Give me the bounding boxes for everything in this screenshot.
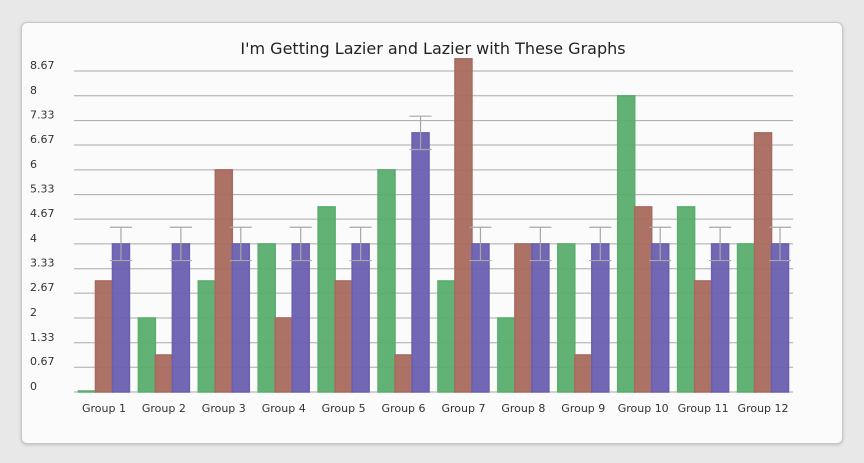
y-tick-label: 5.33 [30,183,55,196]
bar [676,206,696,393]
bar [616,95,636,393]
bar [710,243,730,393]
bar [111,243,131,393]
bar [394,354,413,393]
gridlines [74,70,793,393]
y-tick-label: 4 [30,232,37,245]
x-tick-label: Group 12 [738,402,789,415]
bar [377,169,396,393]
y-axis-ticks: 0 0.67 1.33 2 2.67 3.33 4 4.67 5.33 6 6.67 7.33 8 8.6… [30,59,55,393]
y-tick-label: 7.33 [30,109,55,122]
bar [137,317,157,393]
bar [77,390,97,393]
bar [94,280,114,393]
bar [514,243,533,393]
y-tick-label: 4.67 [30,207,55,220]
chart-card: I'm Getting Lazier and Lazier with These… [21,22,843,444]
bar [753,132,773,393]
x-tick-label: Group 7 [441,402,485,415]
bar [334,280,353,393]
bar [274,317,293,393]
bar [497,317,516,393]
x-tick-label: Group 5 [322,402,366,415]
bar [650,243,670,393]
bar [351,243,370,393]
bar [574,354,593,393]
bar [291,243,310,393]
bar [736,243,756,393]
x-tick-label: Group 9 [561,402,605,415]
bar [633,206,653,393]
bar [231,243,251,393]
y-tick-label: 1.33 [30,331,55,344]
bar [557,243,576,393]
y-tick-label: 0 [30,380,37,393]
x-tick-label: Group 11 [678,402,729,415]
bar [197,280,217,393]
bar [171,243,191,393]
x-tick-label: Group 2 [142,402,186,415]
bar [471,243,490,393]
bar [411,132,430,393]
x-axis-labels: Group 1 Group 2 Group 3 Group 4 Group 5 Group… [82,402,789,415]
bars [77,58,792,393]
bar [693,280,713,393]
bar [437,280,456,393]
bar [770,243,790,393]
y-tick-label: 8.67 [30,59,55,72]
y-tick-label: 2 [30,306,37,319]
bar [317,206,336,393]
x-tick-label: Group 1 [82,402,126,415]
chart-title: I'm Getting Lazier and Lazier with These… [240,39,625,58]
bar [454,58,473,393]
y-tick-label: 3.33 [30,257,55,270]
bar [531,243,550,393]
bar [214,169,234,393]
x-tick-label: Group 10 [618,402,669,415]
y-tick-label: 6 [30,158,37,171]
x-tick-label: Group 3 [202,402,246,415]
y-tick-label: 0.67 [30,355,55,368]
x-tick-label: Group 8 [501,402,545,415]
x-tick-label: Group 4 [262,402,306,415]
x-tick-label: Group 6 [382,402,426,415]
y-tick-label: 6.67 [30,133,55,146]
bar [591,243,610,393]
y-tick-label: 2.67 [30,281,55,294]
bar [154,354,174,393]
bar-chart: I'm Getting Lazier and Lazier with These… [30,39,793,415]
y-tick-label: 8 [30,84,37,97]
bar [257,243,276,393]
